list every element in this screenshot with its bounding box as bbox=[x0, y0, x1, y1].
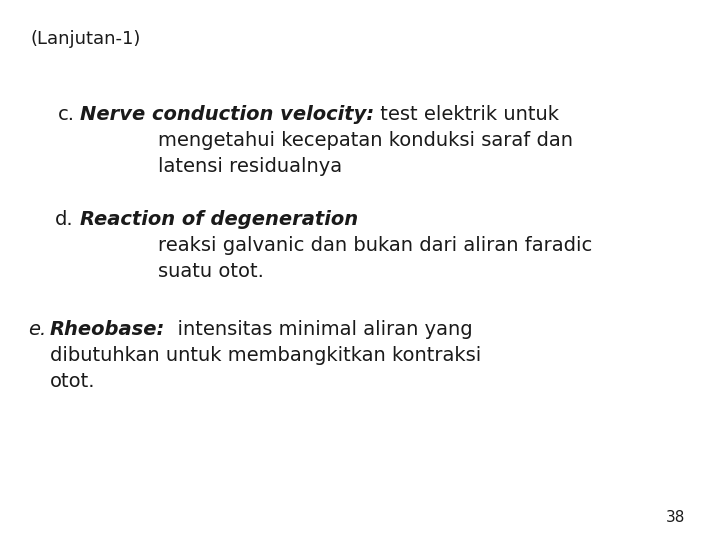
Text: 38: 38 bbox=[665, 510, 685, 525]
Text: dibutuhkan untuk membangkitkan kontraksi: dibutuhkan untuk membangkitkan kontraksi bbox=[50, 346, 481, 365]
Text: reaksi galvanic dan bukan dari aliran faradic: reaksi galvanic dan bukan dari aliran fa… bbox=[158, 236, 593, 255]
Text: latensi residualnya: latensi residualnya bbox=[158, 157, 342, 176]
Text: d.: d. bbox=[55, 210, 73, 229]
Text: test elektrik untuk: test elektrik untuk bbox=[374, 105, 559, 124]
Text: Reaction of degeneration: Reaction of degeneration bbox=[80, 210, 358, 229]
Text: intensitas minimal aliran yang: intensitas minimal aliran yang bbox=[166, 320, 473, 339]
Text: e.: e. bbox=[28, 320, 46, 339]
Text: mengetahui kecepatan konduksi saraf dan: mengetahui kecepatan konduksi saraf dan bbox=[158, 131, 573, 150]
Text: c.: c. bbox=[58, 105, 75, 124]
Text: suatu otot.: suatu otot. bbox=[158, 262, 264, 281]
Text: Rheobase:: Rheobase: bbox=[50, 320, 166, 339]
Text: (Lanjutan-1): (Lanjutan-1) bbox=[30, 30, 140, 48]
Text: Nerve conduction velocity:: Nerve conduction velocity: bbox=[80, 105, 374, 124]
Text: otot.: otot. bbox=[50, 372, 96, 391]
